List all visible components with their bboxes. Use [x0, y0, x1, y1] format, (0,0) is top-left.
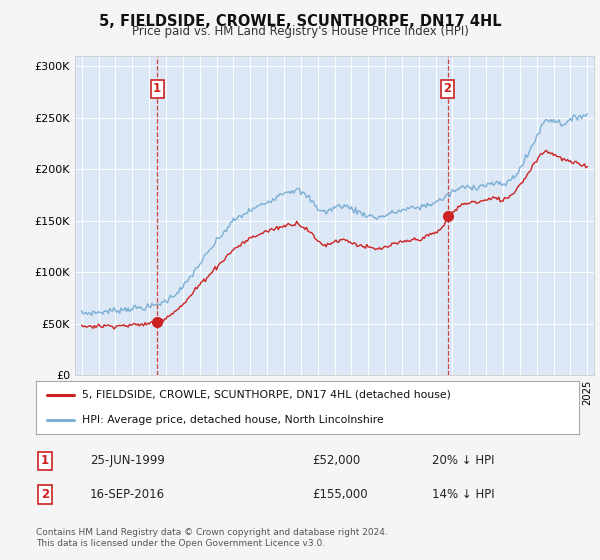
Text: Price paid vs. HM Land Registry's House Price Index (HPI): Price paid vs. HM Land Registry's House … — [131, 25, 469, 38]
Text: 1: 1 — [41, 454, 49, 468]
Text: £155,000: £155,000 — [312, 488, 368, 501]
Text: 25-JUN-1999: 25-JUN-1999 — [90, 454, 165, 468]
Text: 5, FIELDSIDE, CROWLE, SCUNTHORPE, DN17 4HL (detached house): 5, FIELDSIDE, CROWLE, SCUNTHORPE, DN17 4… — [82, 390, 451, 400]
Text: 14% ↓ HPI: 14% ↓ HPI — [432, 488, 494, 501]
Text: 2: 2 — [41, 488, 49, 501]
Text: 16-SEP-2016: 16-SEP-2016 — [90, 488, 165, 501]
Text: Contains HM Land Registry data © Crown copyright and database right 2024.
This d: Contains HM Land Registry data © Crown c… — [36, 528, 388, 548]
Text: £52,000: £52,000 — [312, 454, 360, 468]
Text: 2: 2 — [443, 82, 452, 95]
Text: 20% ↓ HPI: 20% ↓ HPI — [432, 454, 494, 468]
Text: 5, FIELDSIDE, CROWLE, SCUNTHORPE, DN17 4HL: 5, FIELDSIDE, CROWLE, SCUNTHORPE, DN17 4… — [98, 14, 502, 29]
Text: HPI: Average price, detached house, North Lincolnshire: HPI: Average price, detached house, Nort… — [82, 415, 384, 425]
Text: 1: 1 — [153, 82, 161, 95]
